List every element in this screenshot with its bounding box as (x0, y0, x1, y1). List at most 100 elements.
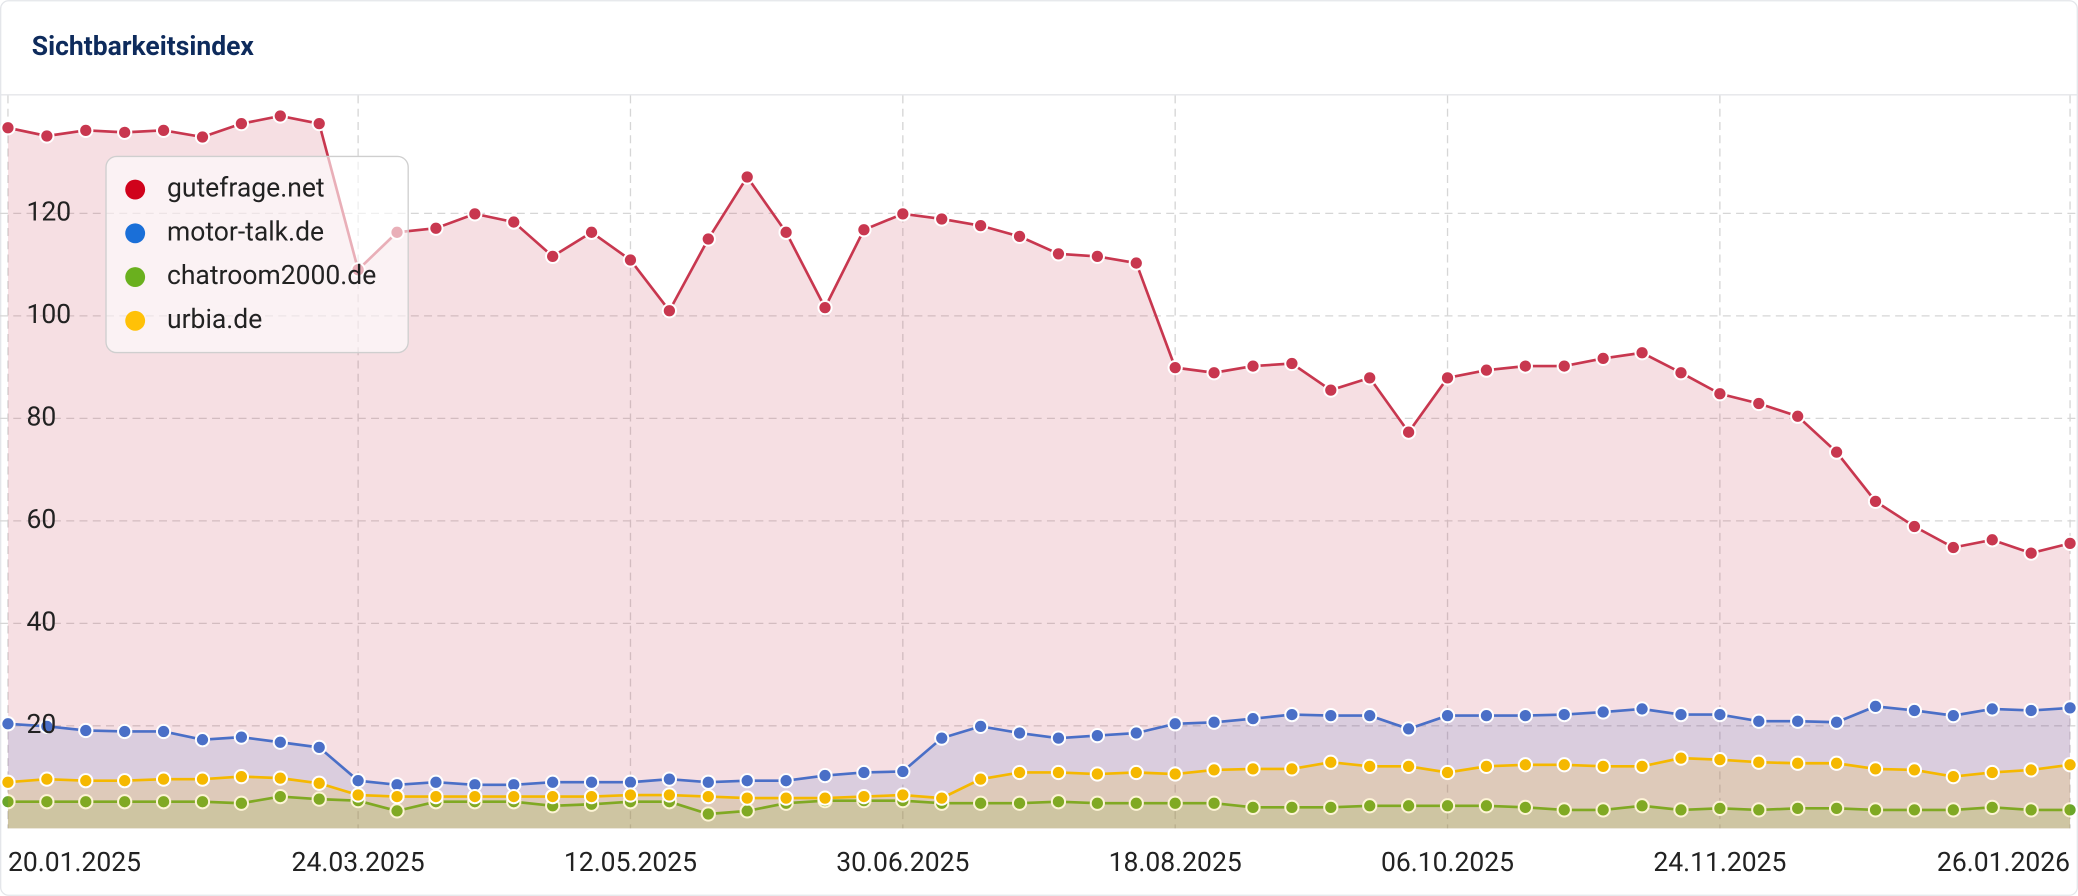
data-point (1478, 362, 1495, 378)
data-point (583, 774, 600, 790)
data-point (1401, 424, 1417, 440)
legend-box (105, 155, 409, 354)
data-point (272, 734, 288, 750)
data-point (545, 774, 561, 790)
data-point (622, 252, 639, 268)
data-point (389, 788, 405, 805)
data-point (622, 787, 639, 803)
data-point (934, 730, 950, 746)
data-point (2062, 700, 2078, 716)
series-area (7, 758, 2071, 829)
data-point (1517, 707, 1533, 724)
data-point (1673, 706, 1689, 723)
data-point (700, 774, 716, 790)
data-point (1790, 800, 1806, 816)
data-point (1362, 370, 1378, 386)
data-point (856, 788, 872, 805)
x-tick-label: 24.11.2025 (1653, 847, 1786, 878)
data-point (1906, 702, 1923, 719)
data-point (1828, 755, 1845, 771)
data-point (1984, 532, 2000, 548)
data-point (1945, 768, 1961, 785)
data-point (778, 224, 794, 240)
data-point (1439, 764, 1456, 781)
data-point (2023, 762, 2039, 778)
data-point (0, 794, 16, 810)
data-point (1712, 386, 1728, 402)
data-point (895, 787, 911, 803)
data-point (194, 771, 211, 787)
data-point (1517, 358, 1533, 374)
data-point (1245, 358, 1261, 374)
data-point (1673, 802, 1689, 818)
data-point (1284, 799, 1300, 815)
data-point (1245, 799, 1261, 815)
data-point (1323, 382, 1339, 398)
data-point (1323, 799, 1339, 815)
data-point (1050, 246, 1067, 262)
data-point (1712, 752, 1728, 768)
x-tick-label: 26.01.2026 (1937, 847, 2070, 878)
data-point (155, 723, 172, 740)
data-point (1595, 350, 1611, 367)
data-point (1828, 444, 1845, 460)
legend-label: chatroom2000.de (167, 260, 376, 291)
data-point (1595, 802, 1611, 818)
data-point (233, 116, 250, 132)
data-point (1945, 707, 1961, 724)
y-tick-label: 100 (27, 299, 72, 330)
data-point (1206, 795, 1222, 811)
data-point (583, 788, 600, 805)
data-point (389, 803, 405, 819)
data-point (1439, 370, 1456, 386)
data-point (1751, 802, 1767, 818)
data-point (39, 718, 55, 734)
data-point (973, 218, 989, 234)
data-point (233, 795, 250, 811)
data-point (233, 768, 250, 785)
data-point (1478, 707, 1495, 724)
data-point (1089, 766, 1105, 782)
data-point (1206, 762, 1222, 778)
data-point (311, 116, 327, 132)
x-tick-label: 24.03.2025 (292, 847, 425, 878)
data-point (428, 788, 444, 805)
series-area (7, 115, 2071, 829)
data-point (194, 794, 211, 810)
y-tick-label: 80 (27, 401, 57, 432)
data-point (2062, 535, 2078, 552)
data-point (817, 767, 833, 784)
legend-label: motor-talk.de (167, 216, 324, 247)
data-point (1362, 798, 1378, 814)
data-point (155, 771, 172, 787)
data-point (1517, 799, 1533, 815)
data-point (1790, 755, 1806, 771)
data-point (1323, 707, 1339, 724)
data-point (1828, 714, 1845, 730)
data-point (1867, 698, 1884, 714)
data-point (1790, 408, 1806, 424)
y-tick-label: 120 (27, 196, 72, 227)
data-point (1634, 701, 1650, 717)
data-point (78, 122, 94, 138)
legend-swatch (125, 267, 146, 287)
data-point (272, 788, 288, 805)
data-point (817, 300, 833, 316)
data-point (1284, 761, 1300, 777)
data-point (467, 788, 483, 805)
y-tick-label: 40 (27, 606, 57, 637)
data-point (1751, 713, 1767, 729)
data-point (895, 206, 911, 222)
data-point (700, 788, 716, 805)
data-point (1089, 727, 1105, 744)
data-point (1050, 794, 1067, 810)
data-point (1284, 355, 1300, 372)
data-point (78, 794, 94, 810)
data-point (1556, 706, 1572, 723)
data-point (934, 790, 950, 806)
data-point (1245, 711, 1261, 727)
data-point (1712, 800, 1728, 816)
data-point (1984, 764, 2000, 781)
legend: gutefrage.net motor-talk.de chatroom2000.d… (105, 155, 409, 354)
